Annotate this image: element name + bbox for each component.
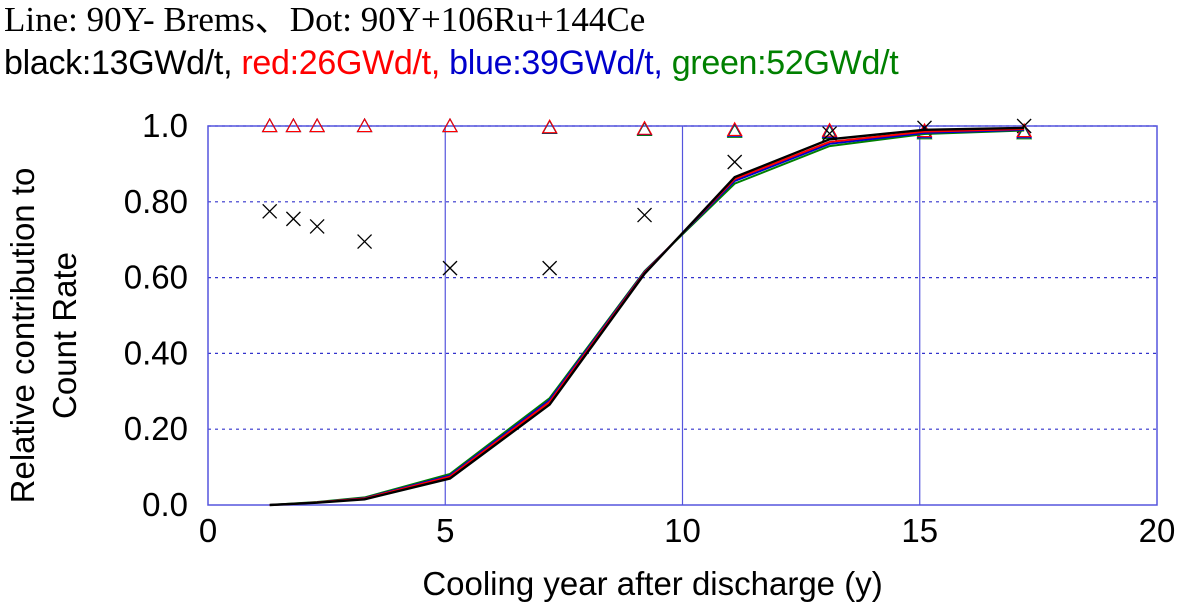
x-tick-label: 15 [901,512,938,549]
series-0-dot [637,207,652,223]
y-tick-label: 1.0 [142,107,188,144]
series-group [261,117,1033,507]
legend-entry-blue: blue:39GWd/t, [449,44,672,82]
series-0-dot [285,211,301,227]
series-1-line [269,128,1025,506]
series-3-dot [541,119,558,135]
series-1-dot [356,117,373,133]
y-axis-label: Relative contribution to Count Rate [4,168,83,504]
series-2-dot [541,119,558,134]
y-axis-label-line: Count Rate [46,252,83,419]
grid [208,125,1157,505]
x-tick-label: 20 [1139,512,1176,549]
series-0-dot [309,218,325,234]
series-1-dot [541,119,558,134]
y-tick-label: 0.40 [124,334,188,371]
legend-entry-green: green:52GWd/t [671,44,899,82]
series-1-dot [261,117,278,133]
series-2-line [269,128,1025,506]
series-1-dot [309,117,326,133]
y-tick-label: 0.20 [124,410,188,447]
legend-entry-red: red:26GWd/t, [241,44,450,82]
plot-frame [207,125,1158,506]
legend-line: black:13GWd/t, red:26GWd/t, blue:39GWd/t… [4,42,1200,84]
series-0-dot [442,260,458,276]
series-3-line [269,129,1025,506]
x-tick-label: 10 [664,512,701,549]
y-axis-label-line: Relative contribution to [4,168,41,504]
series-0-dot [357,234,373,250]
series-0-dot [542,260,558,276]
tick-labels: 0 5 10 15 20 0.0 0.20 0.40 0.60 0.80 1.0 [124,107,1176,549]
x-tick-label: 5 [436,512,454,549]
series-0-dot [262,203,278,219]
series-1-dot [285,117,302,133]
series-1-dot [442,117,458,133]
series-3-dot [636,121,653,136]
series-3-dot [726,123,743,138]
series-3-dot [1016,125,1033,140]
x-tick-label: 0 [199,512,217,549]
series-1-dot [636,120,653,135]
x-axis-label: Cooling year after discharge (y) [422,565,882,602]
y-tick-label: 0.80 [124,183,188,220]
y-tick-label: 0.60 [124,259,188,296]
y-tick-label: 0.0 [142,486,188,523]
series-0-line [269,126,1025,507]
series-0-dot [727,154,743,170]
series-1-dot [726,121,743,136]
chart-title: Line: 90Y- Brems、Dot: 90Y+106Ru+144Ce [4,0,646,39]
legend-entry-black: black:13GWd/t, [4,44,242,82]
